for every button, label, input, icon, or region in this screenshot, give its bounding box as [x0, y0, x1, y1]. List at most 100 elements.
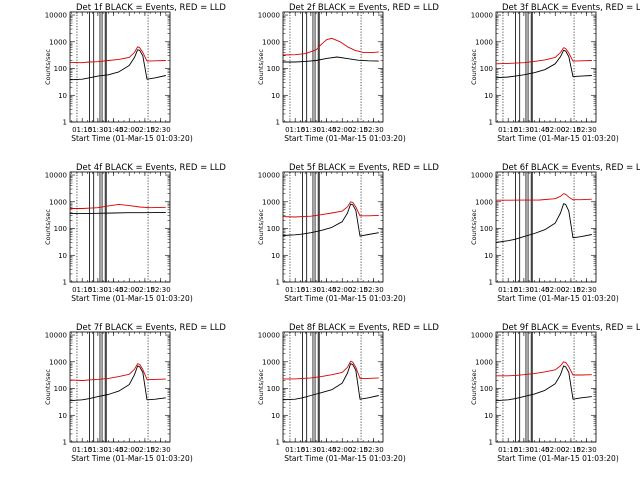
y-tick-label: 1	[63, 279, 67, 287]
events-line	[495, 365, 592, 402]
y-tick-label: 100	[267, 225, 280, 233]
y-tick-label: 1000	[262, 38, 280, 46]
y-tick-label: 10	[484, 252, 493, 260]
x-tick-label: 01:45	[529, 286, 549, 294]
panel-title: Det 3f BLACK = Events, RED = LLD	[502, 3, 640, 13]
events-line	[69, 49, 166, 81]
panel-title: Det 2f BLACK = Events, RED = LLD	[289, 3, 439, 13]
lld-line	[69, 46, 166, 64]
y-tick-label: 10000	[45, 332, 67, 340]
lld-line	[282, 37, 379, 56]
x-tick-label: 02:30	[576, 126, 596, 134]
x-tick-label: 01:45	[103, 126, 123, 134]
y-tick-label: 100	[54, 225, 67, 233]
lld-line	[69, 363, 166, 381]
x-tick-label: 01:15	[498, 126, 518, 134]
panel-det-9: Det 9f BLACK = Events, RED = LLD 1 10 100 10…	[470, 323, 640, 463]
events-line	[69, 211, 166, 215]
y-axis-label: Counts/sec	[470, 369, 478, 405]
x-tick-label: 02:15	[348, 286, 368, 294]
x-tick-label: 01:30	[514, 126, 534, 134]
y-tick-label: 100	[54, 385, 67, 393]
x-tick-label: 02:15	[561, 286, 581, 294]
x-tick-label: 02:00	[332, 446, 352, 454]
y-tick-label: 10000	[471, 332, 493, 340]
plot-frame	[69, 331, 171, 443]
panel-det-5: Det 5f BLACK = Events, RED = LLD 1 10 100 10…	[257, 163, 439, 303]
y-axis-label: Counts/sec	[470, 49, 478, 85]
x-axis-label: Start Time (01-Mar-15 01:03:20)	[284, 134, 406, 143]
events-line	[282, 363, 379, 401]
x-axis-label: Start Time (01-Mar-15 01:03:20)	[71, 454, 193, 463]
x-tick-label: 01:45	[316, 126, 336, 134]
x-tick-label: 01:30	[88, 126, 108, 134]
y-tick-label: 1000	[262, 198, 280, 206]
y-tick-label: 10000	[258, 12, 280, 20]
y-tick-label: 1	[276, 279, 280, 287]
y-axis-label: Counts/sec	[44, 209, 52, 245]
x-axis-label: Start Time (01-Mar-15 01:03:20)	[71, 134, 193, 143]
events-line	[282, 203, 379, 237]
lld-line	[495, 193, 592, 201]
plot-frame	[282, 331, 384, 443]
plot-frame	[282, 171, 384, 283]
panel-title: Det 1f BLACK = Events, RED = LLD	[76, 3, 226, 13]
panel-title: Det 7f BLACK = Events, RED = LLD	[76, 323, 226, 333]
panel-title: Det 8f BLACK = Events, RED = LLD	[289, 323, 439, 333]
y-axis-label: Counts/sec	[257, 209, 265, 245]
y-tick-label: 10	[58, 252, 67, 260]
x-tick-label: 02:00	[545, 286, 565, 294]
y-tick-label: 1	[63, 439, 67, 447]
y-tick-label: 10000	[471, 172, 493, 180]
panel-title: Det 4f BLACK = Events, RED = LLD	[76, 163, 226, 173]
panel-title: Det 5f BLACK = Events, RED = LLD	[289, 163, 439, 173]
y-tick-label: 10000	[258, 172, 280, 180]
x-axis-label: Start Time (01-Mar-15 01:03:20)	[284, 454, 406, 463]
panel-det-3: Det 3f BLACK = Events, RED = LLD 1 10 100 10…	[470, 3, 640, 143]
panel-title: Det 6f BLACK = Events, RED = LLD	[502, 163, 640, 173]
y-tick-label: 100	[480, 385, 493, 393]
y-tick-label: 1	[63, 119, 67, 127]
x-tick-label: 01:45	[529, 126, 549, 134]
y-axis-label: Counts/sec	[257, 369, 265, 405]
x-tick-label: 02:30	[363, 126, 383, 134]
y-tick-label: 10000	[45, 172, 67, 180]
x-tick-label: 02:30	[150, 126, 170, 134]
y-tick-label: 10	[271, 412, 280, 420]
x-axis-label: Start Time (01-Mar-15 01:03:20)	[497, 454, 619, 463]
x-tick-label: 02:00	[545, 126, 565, 134]
x-tick-label: 02:15	[348, 126, 368, 134]
y-tick-label: 1	[489, 119, 493, 127]
y-tick-label: 10	[58, 412, 67, 420]
x-tick-label: 01:30	[301, 446, 321, 454]
x-tick-label: 01:15	[72, 286, 92, 294]
x-tick-label: 01:45	[103, 446, 123, 454]
y-tick-label: 1000	[475, 38, 493, 46]
y-tick-label: 1	[489, 439, 493, 447]
x-tick-label: 02:30	[576, 286, 596, 294]
x-tick-label: 02:30	[576, 446, 596, 454]
y-tick-label: 100	[480, 225, 493, 233]
events-line	[495, 49, 592, 79]
plot-frame	[69, 171, 171, 283]
x-tick-label: 01:15	[72, 126, 92, 134]
x-tick-label: 02:00	[332, 126, 352, 134]
x-tick-label: 02:30	[363, 446, 383, 454]
x-tick-label: 02:30	[150, 446, 170, 454]
y-tick-label: 1000	[475, 358, 493, 366]
x-tick-label: 01:15	[72, 446, 92, 454]
x-tick-label: 01:30	[88, 446, 108, 454]
y-tick-label: 1000	[262, 358, 280, 366]
x-tick-label: 01:45	[316, 446, 336, 454]
plot-frame	[495, 331, 597, 443]
x-tick-label: 02:15	[561, 446, 581, 454]
x-tick-label: 02:00	[332, 286, 352, 294]
y-axis-label: Counts/sec	[44, 49, 52, 85]
panel-det-8: Det 8f BLACK = Events, RED = LLD 1 10 100 10…	[257, 323, 439, 463]
events-line	[282, 56, 379, 63]
plot-frame	[495, 11, 597, 123]
y-tick-label: 10	[271, 252, 280, 260]
y-axis-label: Counts/sec	[470, 209, 478, 245]
x-tick-label: 01:30	[514, 286, 534, 294]
